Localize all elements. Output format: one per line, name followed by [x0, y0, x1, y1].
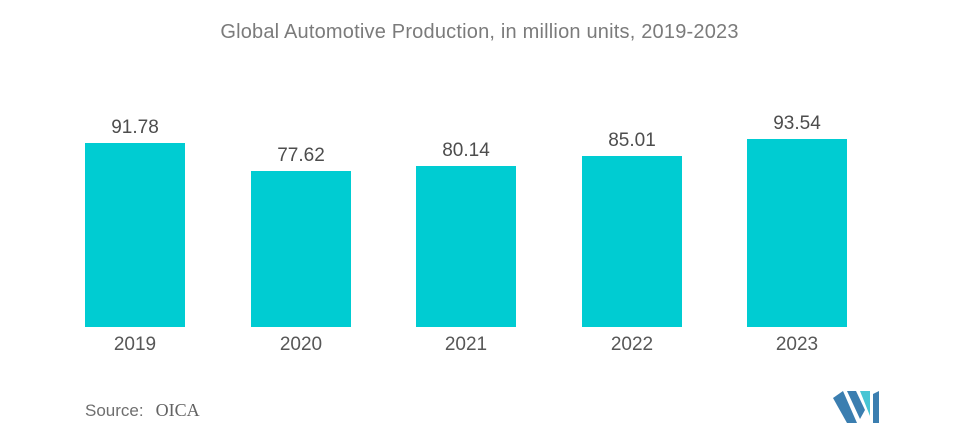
- bar-2021: [416, 166, 516, 327]
- bar-2023: [747, 139, 847, 327]
- chart-title: Global Automotive Production, in million…: [220, 21, 739, 43]
- bar-category-label-2023: 2023: [775, 334, 819, 355]
- bar-2020: [251, 171, 351, 327]
- bar-2019: [85, 143, 185, 327]
- bar-2022: [582, 156, 682, 327]
- mordor-intelligence-logo: [833, 391, 879, 423]
- bar-value-label-2021: 80.14: [442, 140, 490, 161]
- source-label: Source:: [85, 401, 144, 420]
- bar-value-label-2019: 91.78: [111, 117, 159, 138]
- bar-category-label-2021: 2021: [444, 334, 488, 355]
- bar-value-label-2020: 77.62: [277, 145, 325, 166]
- bar-value-label-2022: 85.01: [608, 130, 656, 151]
- bar-category-label-2020: 2020: [279, 334, 323, 355]
- bar-value-label-2023: 93.54: [773, 113, 821, 134]
- source-line: Source: OICA: [85, 400, 200, 421]
- bar-category-label-2019: 2019: [113, 334, 157, 355]
- bar-category-label-2022: 2022: [610, 334, 654, 355]
- source-value: OICA: [155, 400, 200, 420]
